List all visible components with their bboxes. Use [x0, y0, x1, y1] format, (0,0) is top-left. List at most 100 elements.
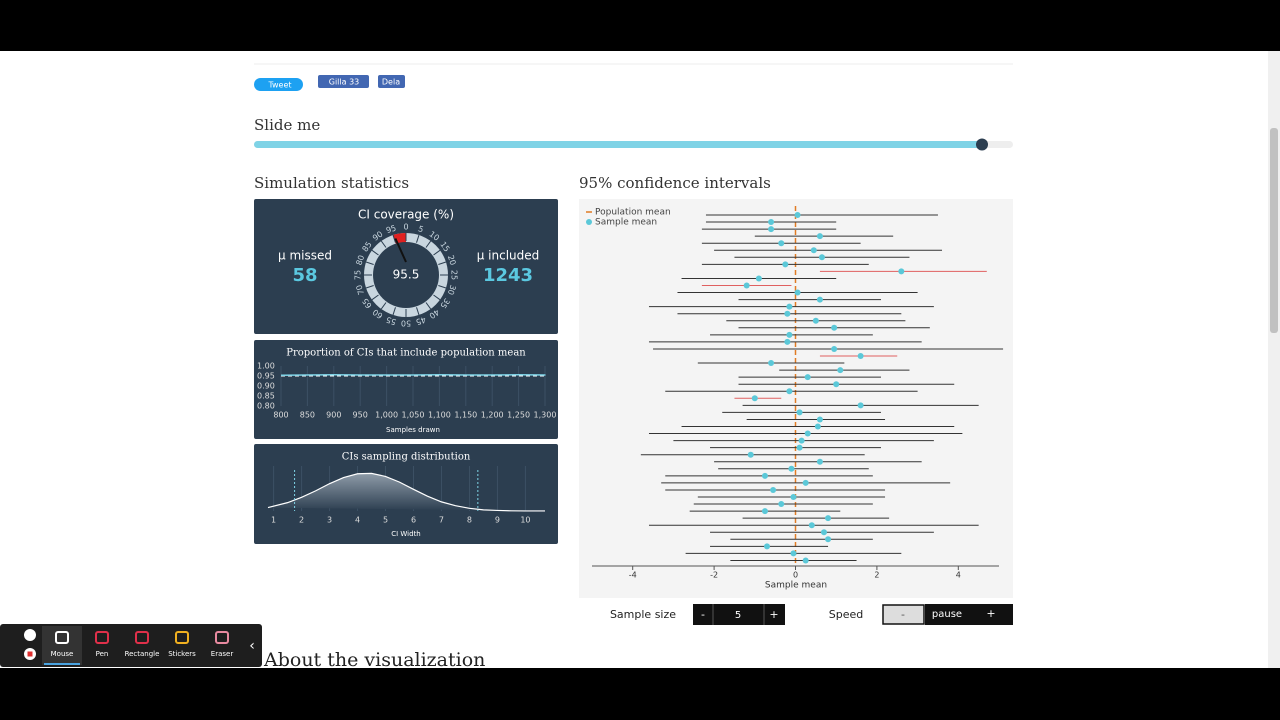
sample-mean [857, 402, 864, 409]
tweet-label[interactable]: Tweet [267, 81, 291, 90]
tool-icon[interactable] [135, 631, 149, 644]
sample-mean [788, 465, 795, 472]
sample-size-control [693, 604, 785, 625]
tool-label[interactable]: Mouse [51, 650, 74, 658]
tool-icon[interactable] [215, 631, 229, 644]
tool-label[interactable]: Rectangle [125, 650, 160, 658]
sample-size-value[interactable]: 5 [735, 610, 741, 621]
gauge-tick [416, 234, 420, 243]
x-tick-label: 5 [383, 516, 388, 525]
included-label: μ included [477, 249, 540, 263]
x-tick-label: 800 [273, 411, 288, 420]
tool-label[interactable]: Eraser [211, 650, 234, 658]
toolbar [0, 624, 262, 667]
sample-mean [816, 458, 823, 465]
gauge-tick [371, 249, 379, 256]
included-count: 1243 [483, 265, 533, 286]
sample-mean [816, 296, 823, 303]
sample-mean [837, 367, 844, 374]
sample-mean [768, 219, 775, 226]
tool-label[interactable]: Stickers [168, 650, 196, 658]
sample-mean [761, 508, 768, 515]
sample-mean [796, 409, 803, 416]
sample-mean [782, 261, 789, 268]
x-tick-label: -2 [710, 571, 718, 580]
sample-mean [814, 423, 821, 430]
sample-mean [796, 444, 803, 451]
sample-mean [790, 494, 797, 500]
speed-plus-button[interactable]: + [986, 607, 995, 620]
sample-mean [747, 451, 754, 458]
sample-mean [898, 268, 905, 275]
speed-control [925, 604, 1013, 625]
x-tick-label: 3 [327, 516, 332, 525]
sample-mean [770, 486, 777, 493]
collapse-button[interactable]: ‹ [249, 638, 255, 654]
tool-icon[interactable] [55, 631, 69, 644]
sample-mean [804, 430, 811, 437]
x-tick-label: 0 [793, 571, 798, 580]
sample-mean [794, 289, 801, 296]
x-tick-label: 10 [520, 516, 530, 525]
gauge-tick-label: 75 [354, 270, 363, 280]
sample-mean [778, 240, 785, 247]
gauge-tick [380, 302, 387, 310]
sample-mean [794, 212, 801, 218]
x-tick-label: 1,050 [402, 411, 425, 420]
sample-mean [784, 310, 791, 317]
gauge-tick [416, 307, 420, 316]
sample-mean [857, 353, 864, 359]
x-tick-label: 1,100 [428, 411, 451, 420]
proportion-title: Proportion of CIs that include populatio… [286, 348, 526, 359]
sample-mean [768, 226, 775, 233]
share-label[interactable]: Dela [382, 78, 400, 87]
like-button[interactable] [318, 75, 369, 88]
tweet-button[interactable] [254, 78, 303, 91]
legend-label: Sample mean [595, 218, 657, 228]
x-tick-label: 950 [353, 411, 368, 420]
tool-label[interactable]: Pen [96, 650, 109, 658]
legend-label: Population mean [595, 208, 671, 218]
slider-knob[interactable] [976, 138, 988, 151]
pause-record[interactable] [24, 629, 36, 641]
plus-button[interactable]: + [769, 608, 778, 621]
x-tick-label: 2 [874, 571, 879, 580]
gauge-tick-label: 80 [354, 254, 366, 266]
about-heading: About the visualization [263, 649, 485, 671]
share-button[interactable] [378, 75, 405, 88]
sample-mean [764, 543, 771, 550]
pause-button[interactable]: pause [932, 609, 962, 620]
y-tick-label: 0.90 [257, 382, 275, 391]
like-label[interactable]: Gilla 33 [329, 78, 360, 87]
speed-minus-button[interactable] [882, 604, 925, 625]
y-tick-label: 0.80 [257, 402, 275, 411]
missed-label: μ missed [278, 249, 332, 263]
gauge-tick-label: 0 [403, 223, 408, 232]
gauge-tick [380, 240, 387, 248]
minus-button[interactable]: - [701, 608, 705, 621]
sample-mean [761, 472, 768, 479]
tool-icon[interactable] [175, 631, 189, 644]
gauge-needle [394, 238, 407, 263]
gauge-tick [365, 261, 374, 265]
scroll-thumb[interactable] [1270, 128, 1278, 333]
sample-mean [818, 254, 825, 261]
y-tick-label: 0.95 [257, 372, 275, 381]
sample-mean [784, 338, 791, 345]
density-area [267, 472, 546, 512]
gauge-tick-label: 50 [401, 319, 411, 328]
sample-mean [812, 317, 819, 324]
sample-mean [820, 529, 827, 536]
gauge-tick [365, 285, 374, 289]
x-tick-label: 7 [439, 516, 444, 525]
gauge-tick-label: 45 [415, 315, 427, 327]
sample-mean [786, 303, 793, 310]
gauge-tick [438, 285, 447, 289]
sample-mean [810, 247, 817, 254]
gauge-tick-label: 25 [450, 270, 459, 280]
x-tick-label: 1,150 [454, 411, 477, 420]
tool-icon[interactable] [95, 631, 109, 644]
speed-label: Speed [829, 608, 863, 621]
speed-minus-label[interactable]: - [901, 608, 905, 621]
proportion-x-label: Samples drawn [386, 426, 440, 434]
